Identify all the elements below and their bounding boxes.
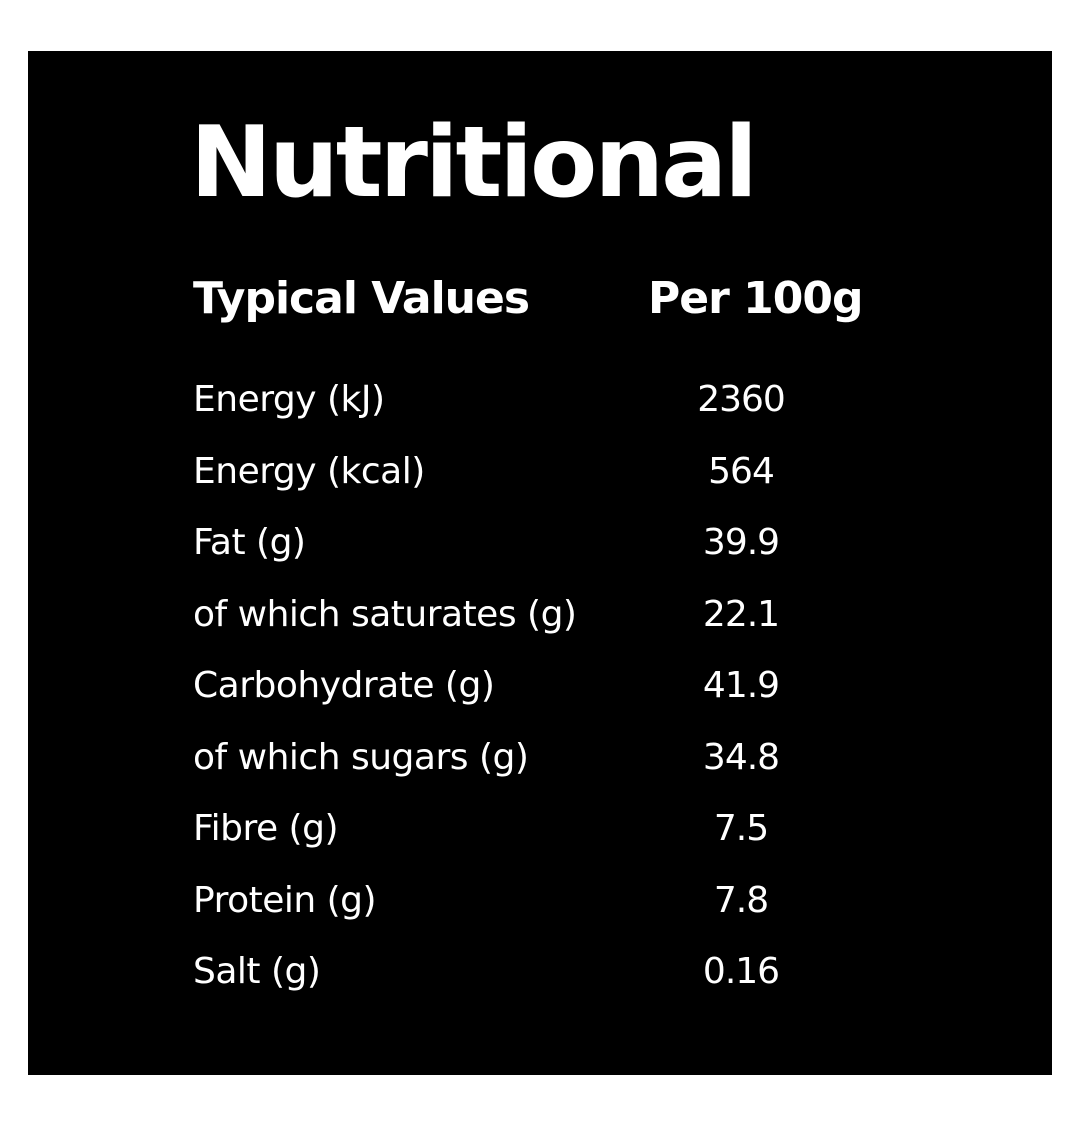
table-row: Protein (g) 7.8	[28, 880, 1052, 940]
table-row: Energy (kcal) 564	[28, 451, 1052, 511]
nutrient-label: Carbohydrate (g)	[193, 665, 495, 706]
nutrient-label: of which sugars (g)	[193, 736, 529, 778]
table-row: Carbohydrate (g) 41.9	[28, 665, 1052, 725]
table-row: of which sugars (g) 34.8	[28, 737, 1052, 797]
nutrient-value: 7.8	[713, 879, 769, 921]
title: Nutritional	[190, 106, 758, 220]
nutrient-label: Protein (g)	[193, 879, 377, 921]
nutrient-value: 2360	[697, 379, 786, 420]
nutrient-label: Energy (kJ)	[193, 379, 385, 420]
nutrient-label: Energy (kcal)	[193, 450, 425, 492]
nutrient-value: 39.9	[702, 522, 780, 563]
column-header: Per 100g	[648, 273, 863, 324]
table-row: Fibre (g) 7.5	[28, 808, 1052, 868]
nutrient-label: Salt (g)	[193, 951, 321, 992]
nutrient-label: of which saturates (g)	[193, 593, 577, 635]
nutrient-value: 22.1	[702, 593, 780, 635]
table-row: of which saturates (g) 22.1	[28, 594, 1052, 654]
nutrition-panel: Nutritional Typical Values Per 100g Ener…	[28, 51, 1052, 1075]
nutrient-label: Fibre (g)	[193, 808, 338, 849]
table-row: Salt (g) 0.16	[28, 951, 1052, 1011]
column-header: Typical Values	[193, 273, 530, 324]
nutrient-value: 7.5	[713, 808, 769, 849]
nutrient-value: 0.16	[702, 951, 780, 992]
nutrient-value: 34.8	[702, 736, 780, 778]
nutrient-label: Fat (g)	[193, 522, 306, 563]
table-row: Energy (kJ) 2360	[28, 379, 1052, 439]
nutrient-value: 41.9	[702, 665, 780, 706]
table-row: Fat (g) 39.9	[28, 522, 1052, 582]
nutrient-value: 564	[708, 450, 775, 492]
